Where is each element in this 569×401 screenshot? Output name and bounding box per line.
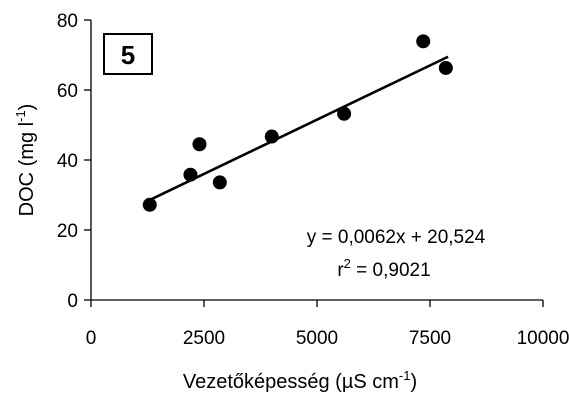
data-points xyxy=(142,34,453,212)
x-tick-label: 10000 xyxy=(517,328,569,349)
trendline-equation: y = 0,0062x + 20,524 xyxy=(307,227,486,248)
y-axis-title-sup: -1 xyxy=(13,110,28,122)
x-axis-title-main: Vezetőképesség (µS cm xyxy=(183,371,399,393)
r-squared-label: r2 = 0,9021 xyxy=(337,256,430,281)
x-axis-title-sup: -1 xyxy=(399,368,411,383)
y-tick-label: 40 xyxy=(57,151,78,172)
x-axis-title: Vezetőképesség (µS cm-1) xyxy=(183,368,417,393)
y-axis-title-main: DOC (mg l xyxy=(16,122,38,216)
x-tick-label: 7500 xyxy=(409,328,451,349)
data-point xyxy=(438,60,453,75)
r-squared-value: = 0,9021 xyxy=(351,260,431,281)
data-point xyxy=(142,197,157,212)
data-point xyxy=(183,167,198,182)
panel-label: 5 xyxy=(121,40,135,70)
x-tick-label: 5000 xyxy=(296,328,338,349)
plot-area xyxy=(90,20,543,301)
r-squared-sup: 2 xyxy=(344,256,351,271)
data-point xyxy=(192,137,207,152)
panel-label-box: 5 xyxy=(103,33,153,75)
x-axis-title-end: ) xyxy=(410,371,417,393)
y-axis-title: DOC (mg l-1) xyxy=(13,104,38,217)
x-tick-label: 0 xyxy=(86,328,97,349)
y-axis-title-end: ) xyxy=(16,104,38,111)
x-tick-label: 2500 xyxy=(183,328,225,349)
y-tick-label: 80 xyxy=(57,11,78,32)
y-tick-label: 20 xyxy=(57,221,78,242)
y-axis-ticks: 0 20 40 60 80 xyxy=(57,11,91,312)
panel-label-frame xyxy=(103,33,153,75)
data-point xyxy=(264,129,279,144)
x-axis-ticks: 0 2500 5000 7500 10000 xyxy=(86,300,569,349)
data-point xyxy=(337,106,352,121)
y-tick-label: 60 xyxy=(57,81,78,102)
data-point xyxy=(212,175,227,190)
trendline xyxy=(146,55,449,203)
data-point xyxy=(416,34,431,49)
y-tick-label: 0 xyxy=(67,291,78,312)
r-squared-prefix: r xyxy=(337,260,344,281)
